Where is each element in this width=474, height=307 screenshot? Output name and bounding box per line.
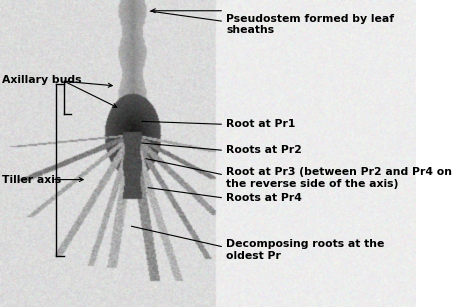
Text: Axillary buds: Axillary buds bbox=[2, 75, 82, 85]
Text: Root at Pr3 (between Pr2 and Pr4 on
the reverse side of the axis): Root at Pr3 (between Pr2 and Pr4 on the … bbox=[226, 167, 452, 189]
Text: Decomposing roots at the
oldest Pr: Decomposing roots at the oldest Pr bbox=[226, 239, 384, 261]
Text: Tiller axis: Tiller axis bbox=[2, 175, 61, 185]
Text: Pseudostem formed by leaf
sheaths: Pseudostem formed by leaf sheaths bbox=[226, 14, 394, 35]
Text: Root at Pr1: Root at Pr1 bbox=[226, 119, 296, 129]
Text: Roots at Pr2: Roots at Pr2 bbox=[226, 146, 302, 155]
Text: Roots at Pr4: Roots at Pr4 bbox=[226, 193, 302, 203]
